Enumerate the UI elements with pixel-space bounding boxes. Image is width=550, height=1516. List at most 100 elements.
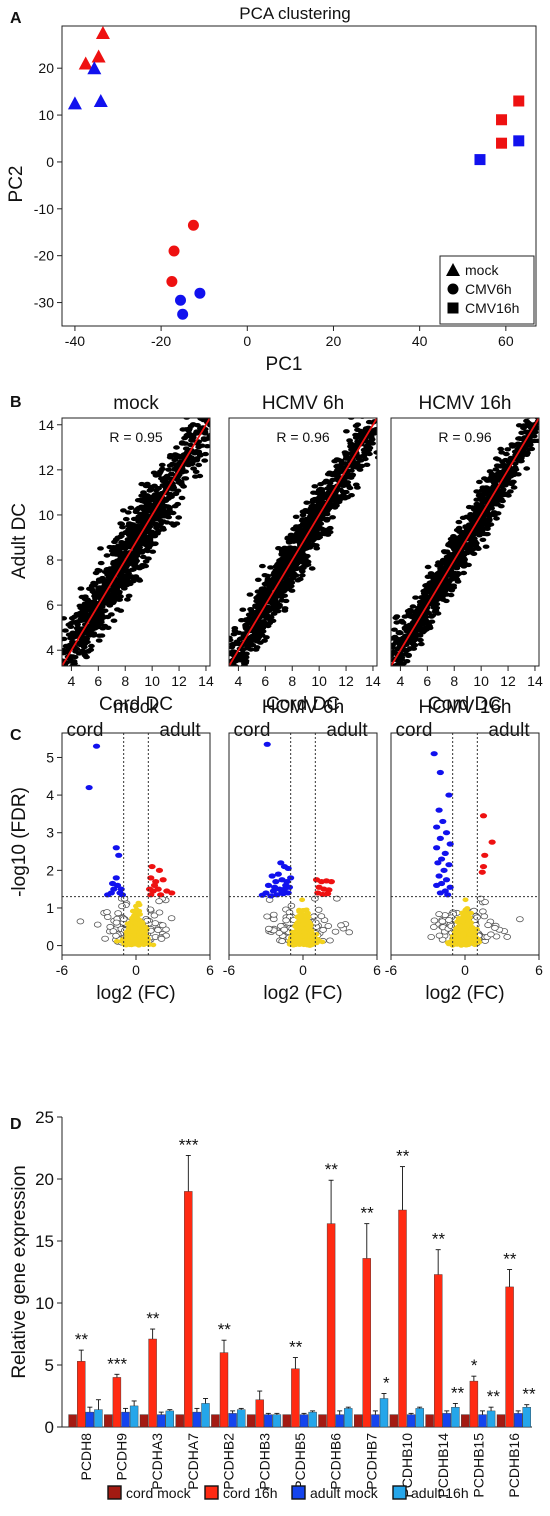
data-point — [254, 589, 262, 594]
data-point-nonsig-grey — [263, 913, 271, 920]
data-point — [484, 526, 491, 531]
data-point — [401, 614, 409, 619]
x-tick-label: 12 — [500, 673, 516, 689]
legend-label: CMV6h — [465, 281, 512, 297]
x-tick-label: 6 — [206, 962, 214, 978]
data-point — [481, 496, 489, 501]
data-point — [67, 621, 75, 626]
data-point — [308, 566, 316, 571]
data-point — [511, 449, 519, 454]
data-point — [495, 497, 503, 502]
x-tick-label: 12 — [171, 673, 187, 689]
data-point — [152, 523, 160, 528]
data-point — [171, 457, 179, 463]
data-point — [53, 678, 60, 682]
data-point — [347, 441, 355, 446]
data-point — [298, 573, 306, 578]
data-point — [199, 408, 206, 412]
data-point — [74, 625, 82, 630]
data-point — [454, 561, 462, 566]
x-tick-label: 4 — [68, 673, 76, 689]
data-point-up — [168, 890, 176, 896]
data-point-down — [280, 863, 289, 870]
volcano-points — [76, 743, 176, 948]
data-point — [466, 545, 473, 550]
data-point — [252, 604, 260, 609]
y-tick-label: 5 — [46, 749, 54, 765]
data-point-nonsig — [127, 929, 134, 934]
data-point — [117, 521, 125, 526]
data-point — [67, 624, 75, 629]
data-point-nonsig-grey — [317, 913, 326, 920]
data-point — [200, 418, 207, 423]
data-point — [62, 643, 70, 649]
data-point — [89, 583, 96, 588]
data-point — [288, 535, 296, 540]
data-point — [69, 663, 76, 666]
data-point — [519, 448, 527, 453]
data-point — [102, 601, 110, 606]
data-point — [171, 452, 179, 457]
data-point — [491, 512, 498, 518]
data-point — [354, 427, 361, 432]
data-point — [202, 398, 209, 402]
data-point-nonsig-grey — [310, 913, 318, 920]
data-point-nonsig — [299, 897, 306, 903]
data-point — [407, 622, 415, 627]
data-point — [313, 546, 321, 551]
data-point — [169, 461, 176, 467]
data-point — [316, 494, 324, 499]
data-point — [73, 611, 81, 617]
r-label-bg — [266, 428, 340, 446]
data-point — [155, 486, 162, 491]
data-point-nonsig — [135, 900, 142, 906]
data-point — [78, 684, 85, 688]
data-point — [124, 510, 132, 515]
data-point — [244, 646, 251, 651]
x-tick-label: 0 — [243, 333, 251, 349]
x-tick-label: 8 — [288, 673, 296, 689]
data-point — [178, 441, 186, 446]
data-point — [507, 489, 514, 494]
y-tick-label: 10 — [38, 507, 54, 523]
r-label-bg — [99, 428, 173, 446]
data-point — [287, 578, 294, 583]
data-point — [166, 491, 174, 497]
data-point — [182, 469, 190, 474]
data-point — [369, 441, 376, 446]
correlation-label: R = 0.96 — [276, 429, 330, 445]
data-point — [322, 478, 330, 483]
data-point — [62, 636, 63, 639]
data-point — [138, 481, 146, 487]
side-label-cord: cord — [67, 720, 104, 741]
plot-frame — [390, 417, 540, 667]
data-point — [470, 551, 478, 556]
data-point-nonsig — [136, 930, 143, 936]
data-point-square-red — [513, 95, 525, 107]
data-point — [108, 587, 116, 593]
data-point — [528, 422, 535, 427]
data-point — [247, 607, 255, 612]
y-tick-label: 1 — [46, 900, 54, 916]
data-point — [101, 585, 109, 590]
side-label-adult: adult — [159, 720, 201, 741]
data-point — [244, 617, 252, 622]
data-point — [395, 630, 403, 636]
data-point — [510, 485, 518, 490]
data-point-nonsig — [319, 939, 326, 945]
x-axis-label: log2 (FC) — [96, 983, 175, 1004]
data-point — [62, 637, 64, 642]
data-point-nonsig — [300, 922, 307, 927]
data-point — [267, 579, 274, 584]
data-point — [429, 613, 437, 618]
data-point — [116, 551, 123, 557]
data-point — [162, 477, 170, 482]
data-point — [343, 429, 350, 434]
data-point — [292, 562, 300, 568]
data-point-triangle-blue — [67, 96, 82, 110]
data-point — [263, 616, 271, 621]
data-point-nonsig-grey — [345, 929, 354, 936]
x-tick-label: 10 — [144, 673, 160, 689]
data-point — [339, 489, 347, 495]
